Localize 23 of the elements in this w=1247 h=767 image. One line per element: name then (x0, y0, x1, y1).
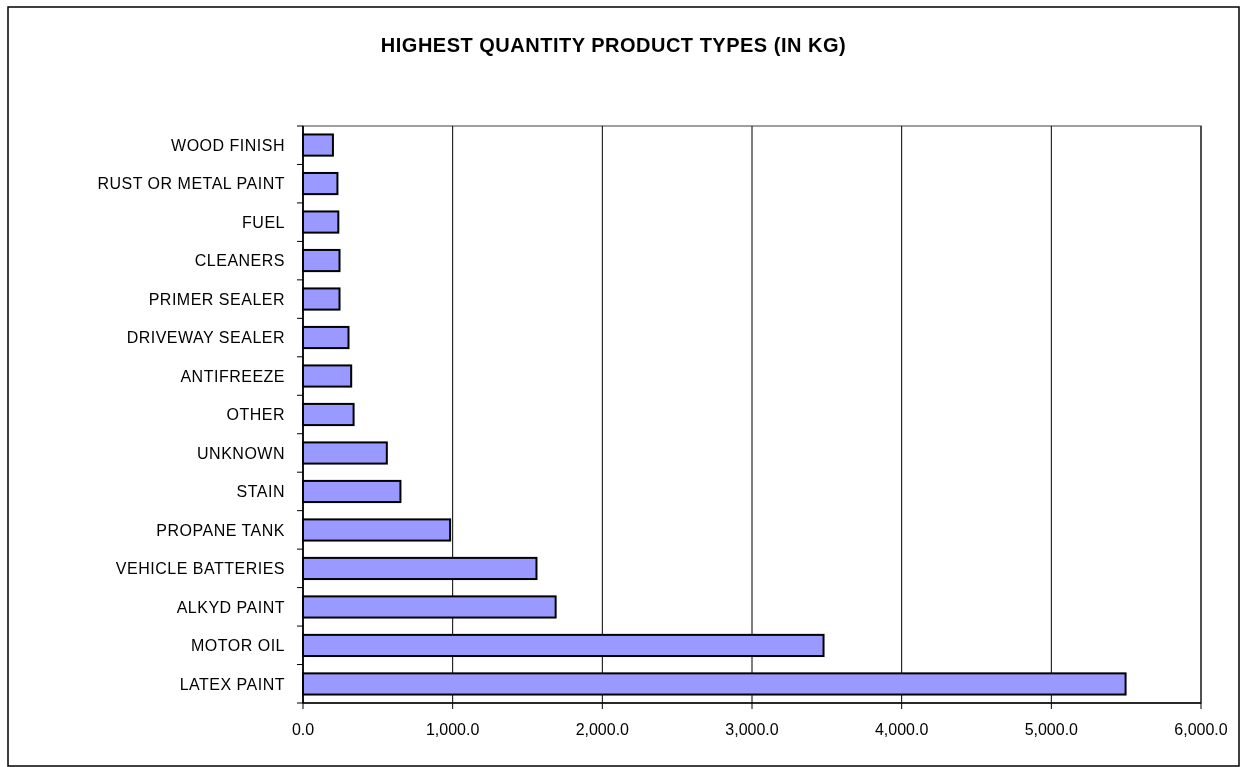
y-tick-label: PROPANE TANK (156, 521, 285, 539)
y-tick-label: LATEX PAINT (179, 675, 285, 693)
y-tick-label: OTHER (226, 406, 285, 424)
y-tick-label: DRIVEWAY SEALER (126, 329, 285, 347)
y-tick-label: VEHICLE BATTERIES (115, 560, 285, 578)
x-tick-label: 6,000.0 (1174, 721, 1228, 738)
y-tick-label: STAIN (236, 483, 285, 501)
chart-title: HIGHEST QUANTITY PRODUCT TYPES (IN KG) (380, 34, 847, 56)
y-tick-label: MOTOR OIL (191, 637, 285, 655)
x-tick-label: 2,000.0 (575, 721, 630, 738)
y-tick-label: CLEANERS (194, 252, 285, 270)
x-tick-label: 1,000.0 (425, 721, 480, 738)
y-tick-label: FUEL (242, 213, 285, 231)
y-tick-label: WOOD FINISH (171, 136, 285, 154)
x-tick-label: 3,000.0 (725, 721, 779, 738)
x-tick-label: 0.0 (291, 721, 315, 738)
x-tick-label: 4,000.0 (874, 721, 929, 738)
x-tick-label: 5,000.0 (1024, 721, 1079, 738)
y-tick-label: UNKNOWN (197, 444, 285, 462)
y-tick-label: PRIMER SEALER (148, 290, 285, 308)
y-tick-label: RUST OR METAL PAINT (97, 175, 285, 193)
y-tick-label: ALKYD PAINT (176, 598, 285, 616)
y-tick-label: ANTIFREEZE (180, 367, 285, 385)
